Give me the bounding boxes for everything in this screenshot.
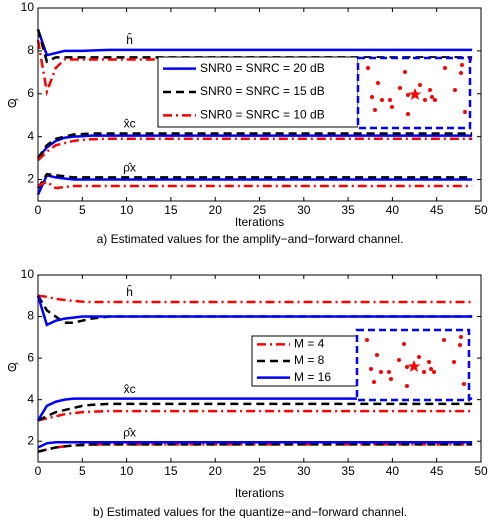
x-tick-label: 45 [430,464,444,478]
caption: b) Estimated values for the quantize−and… [93,505,407,518]
y-tick-label: 10 [21,267,35,281]
curve-label: ρ̂x [123,425,136,439]
legend-label: M = 8 [294,353,325,367]
series-line [37,137,473,162]
y-tick-label: 4 [27,392,34,406]
curve-label: x̂c [124,382,136,396]
x-tick-label: 30 [297,464,311,478]
y-axis-label: Θ̂ [7,97,18,111]
x-tick-label: 5 [79,203,86,217]
x-tick-label: 50 [474,203,488,217]
series-line [36,295,473,327]
series-line [37,443,473,453]
caption: a) Estimated values for the amplify−and−… [97,232,404,246]
y-tick-label: 8 [27,309,34,323]
legend-label: SNR0 = SNRC = 10 dB [200,108,325,122]
legend-label: M = 4 [294,337,325,351]
y-tick-label: 4 [27,129,34,143]
series-line [37,134,473,159]
x-tick-label: 15 [164,203,178,217]
axes-frame [37,274,482,463]
series-line [37,402,473,422]
x-tick-label: 0 [35,464,42,478]
curve-label: x̂c [124,117,136,131]
series-line [37,441,473,449]
inset-constellation [356,56,472,130]
series-line [36,172,473,189]
legend-label: SNR0 = SNRC = 20 dB [200,61,325,75]
x-tick-label: 30 [297,203,311,217]
curve-label: ρ̂x [123,161,136,175]
series-line [37,294,473,304]
y-tick-label: 2 [27,172,34,186]
axes-frame [37,7,482,202]
series-line [36,132,473,159]
y-tick-label: 10 [21,0,35,14]
series-line [36,173,473,196]
x-tick-label: 25 [253,464,267,478]
y-tick-label: 8 [27,43,34,57]
x-tick-label: 15 [164,464,178,478]
legend-label: M = 16 [294,370,331,384]
y-tick-label: 2 [27,433,34,447]
x-tick-label: 50 [474,464,488,478]
x-axis-label: Iterations [235,215,284,229]
y-tick-label: 6 [27,350,34,364]
x-axis-label: Iterations [235,486,284,500]
series-line [37,409,473,422]
x-tick-label: 20 [209,464,223,478]
x-tick-label: 45 [430,203,444,217]
curve-label: ĥ [126,32,133,47]
x-tick-label: 5 [79,464,86,478]
x-tick-label: 35 [341,203,355,217]
x-tick-label: 10 [120,203,134,217]
y-tick-label: 6 [27,86,34,100]
x-tick-label: 40 [386,203,400,217]
x-tick-label: 10 [120,464,134,478]
curve-label: ĥ [126,284,133,299]
x-tick-label: 20 [209,203,223,217]
series-line [37,180,473,190]
x-tick-label: 35 [341,464,355,478]
x-tick-label: 40 [386,464,400,478]
y-axis-label: Θ̂ [7,361,18,375]
x-tick-label: 0 [35,203,42,217]
inset-constellation [355,328,471,402]
series-line [36,29,473,57]
legend-label: SNR0 = SNRC = 15 dB [200,84,325,98]
x-tick-label: 25 [253,203,267,217]
